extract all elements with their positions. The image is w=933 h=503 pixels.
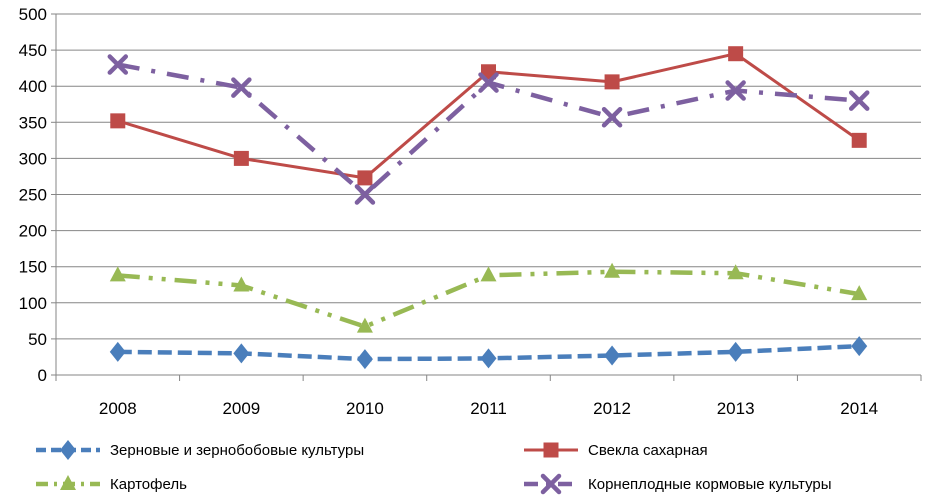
y-tick-label: 150	[19, 258, 47, 277]
legend-marker	[60, 475, 76, 490]
data-point	[480, 266, 497, 282]
data-point	[851, 285, 868, 301]
data-point	[604, 74, 620, 90]
legend-item: Свекла сахарная	[524, 442, 708, 459]
data-point	[354, 184, 376, 205]
y-tick-label: 300	[19, 149, 47, 168]
series-group	[107, 46, 870, 370]
data-point	[233, 343, 250, 364]
data-point	[725, 80, 746, 101]
y-tick-label: 100	[19, 294, 47, 313]
data-point	[107, 54, 129, 75]
data-point	[480, 348, 497, 369]
data-point	[601, 106, 623, 128]
legend-label: Картофель	[110, 476, 187, 493]
legend-item: Зерновые и зернобобовые культуры	[36, 440, 364, 460]
y-tick-label: 0	[38, 366, 47, 385]
y-tick-label: 400	[19, 77, 47, 96]
y-tick-label: 50	[28, 330, 47, 349]
y-tick-label: 350	[19, 113, 47, 132]
series-1	[109, 336, 868, 370]
data-point	[604, 262, 621, 278]
x-tick-label: 2012	[593, 399, 631, 418]
legend: Зерновые и зернобобовые культуры Свекла с…	[36, 440, 832, 495]
data-point	[848, 90, 870, 111]
x-tick-label: 2009	[222, 399, 260, 418]
legend-label: Корнеплодные кормовые культуры	[588, 476, 832, 493]
legend-label: Свекла сахарная	[588, 442, 708, 459]
data-point	[727, 341, 744, 362]
y-tick-label: 200	[19, 222, 47, 241]
data-point	[478, 72, 499, 93]
data-point	[109, 266, 126, 282]
data-point	[851, 132, 867, 148]
data-point	[356, 349, 373, 370]
x-tick-label: 2014	[840, 399, 878, 418]
data-point	[233, 276, 250, 292]
legend-item: Картофель	[36, 475, 187, 493]
legend-item: Корнеплодные кормовые культуры	[524, 473, 832, 495]
y-tick-label: 250	[19, 186, 47, 205]
series-3	[109, 262, 868, 333]
data-point	[481, 64, 496, 80]
legend-marker	[60, 440, 76, 460]
data-point	[357, 170, 373, 186]
data-point	[604, 345, 621, 366]
x-axis-ticks: 2008 2009 2010 2011 2012 2013 2014	[55, 375, 922, 418]
data-point	[727, 264, 744, 280]
legend-marker	[543, 442, 559, 458]
grid-lines	[56, 13, 921, 340]
y-tick-label: 450	[19, 41, 47, 60]
data-point	[109, 341, 126, 362]
data-point	[231, 77, 252, 98]
data-point	[110, 113, 126, 129]
legend-marker	[540, 473, 562, 495]
data-point	[356, 317, 373, 333]
x-tick-label: 2010	[346, 399, 384, 418]
x-tick-label: 2013	[717, 399, 755, 418]
x-tick-label: 2008	[99, 399, 137, 418]
series-4	[107, 54, 870, 205]
y-axis-ticks: 0 50 100 150 200 250 300 350 400 450 500	[19, 5, 56, 385]
legend-label: Зерновые и зернобобовые культуры	[110, 442, 364, 459]
series-2	[110, 46, 867, 186]
y-tick-label: 500	[19, 5, 47, 24]
data-point	[728, 46, 744, 62]
data-point	[233, 150, 249, 166]
x-tick-label: 2011	[470, 399, 507, 418]
data-point	[851, 336, 868, 357]
